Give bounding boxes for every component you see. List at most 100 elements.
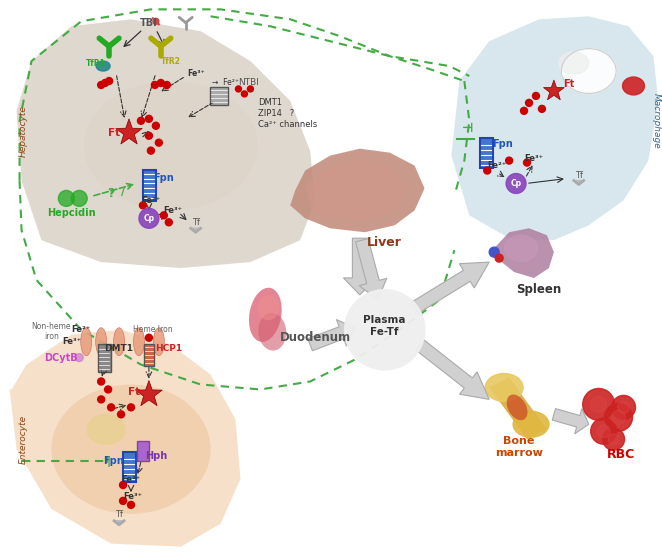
Text: Tf: Tf <box>115 510 123 519</box>
Polygon shape <box>17 19 315 268</box>
FancyArrow shape <box>344 238 376 295</box>
Text: Fpn: Fpn <box>103 456 123 466</box>
Text: ?: ? <box>107 187 115 200</box>
Circle shape <box>139 208 159 228</box>
FancyBboxPatch shape <box>210 87 228 105</box>
Ellipse shape <box>134 328 144 356</box>
Text: Fe³⁺: Fe³⁺ <box>164 206 182 215</box>
Text: Ft: Ft <box>563 79 575 89</box>
Circle shape <box>98 396 105 403</box>
Text: Fpn: Fpn <box>154 172 174 183</box>
Circle shape <box>524 159 530 166</box>
Circle shape <box>140 202 146 209</box>
Circle shape <box>602 428 624 450</box>
Text: Plasma
Fe-Tf: Plasma Fe-Tf <box>363 315 406 337</box>
Circle shape <box>506 157 512 164</box>
Polygon shape <box>489 377 547 439</box>
Text: TfR1: TfR1 <box>86 59 106 68</box>
Text: ⊣: ⊣ <box>461 122 473 136</box>
Circle shape <box>98 82 105 88</box>
Circle shape <box>152 122 160 129</box>
Circle shape <box>128 501 134 508</box>
Circle shape <box>98 378 105 385</box>
Polygon shape <box>544 80 564 100</box>
Text: Tf: Tf <box>575 171 583 180</box>
Circle shape <box>153 18 159 24</box>
Ellipse shape <box>504 234 538 262</box>
Circle shape <box>532 92 540 100</box>
Circle shape <box>156 139 162 146</box>
Ellipse shape <box>513 412 549 437</box>
Circle shape <box>75 353 83 362</box>
Text: DMT1: DMT1 <box>105 344 134 353</box>
Text: TfR2: TfR2 <box>161 57 181 66</box>
Circle shape <box>146 115 152 122</box>
Text: Fe³⁺: Fe³⁺ <box>524 154 544 163</box>
Text: Fe³⁺: Fe³⁺ <box>187 68 205 77</box>
Circle shape <box>158 80 164 86</box>
Text: Fe³⁺: Fe³⁺ <box>124 492 142 501</box>
FancyArrow shape <box>552 409 589 434</box>
Text: →  Fe²⁺: → Fe²⁺ <box>212 78 239 87</box>
Circle shape <box>105 386 112 393</box>
Circle shape <box>166 219 172 226</box>
Text: |: | <box>107 456 111 466</box>
Ellipse shape <box>622 77 644 95</box>
Text: /: / <box>121 188 125 198</box>
Ellipse shape <box>83 81 258 211</box>
Circle shape <box>484 167 491 174</box>
Circle shape <box>138 117 144 124</box>
FancyArrow shape <box>416 339 489 399</box>
Circle shape <box>152 82 158 88</box>
Ellipse shape <box>249 288 282 342</box>
Circle shape <box>108 404 115 411</box>
Ellipse shape <box>96 328 107 356</box>
Circle shape <box>345 290 424 370</box>
Ellipse shape <box>87 414 125 444</box>
Ellipse shape <box>52 385 211 514</box>
Text: DCytB: DCytB <box>44 353 78 363</box>
Text: Ft: Ft <box>128 388 140 398</box>
Polygon shape <box>495 228 554 278</box>
Polygon shape <box>136 380 162 405</box>
Ellipse shape <box>114 328 124 356</box>
FancyBboxPatch shape <box>137 441 149 461</box>
Circle shape <box>597 425 610 438</box>
Circle shape <box>608 434 619 445</box>
Circle shape <box>146 334 152 341</box>
Text: Ft: Ft <box>108 128 120 138</box>
Text: Fe³⁺: Fe³⁺ <box>62 337 81 346</box>
Text: Ca²⁺ channels: Ca²⁺ channels <box>258 120 318 129</box>
Circle shape <box>128 404 134 411</box>
Circle shape <box>118 411 124 418</box>
Polygon shape <box>114 521 124 525</box>
Text: Fpn: Fpn <box>492 139 512 148</box>
Polygon shape <box>451 16 659 240</box>
Circle shape <box>120 482 126 488</box>
Text: NTBI: NTBI <box>238 78 259 87</box>
Ellipse shape <box>485 374 523 402</box>
Circle shape <box>495 254 503 262</box>
FancyArrow shape <box>308 320 355 351</box>
Ellipse shape <box>258 296 279 320</box>
Circle shape <box>520 108 528 114</box>
Circle shape <box>604 403 632 431</box>
FancyBboxPatch shape <box>143 170 156 202</box>
Circle shape <box>148 147 154 154</box>
Ellipse shape <box>561 49 616 94</box>
Polygon shape <box>191 228 201 232</box>
Ellipse shape <box>81 328 92 356</box>
Circle shape <box>146 132 152 139</box>
Circle shape <box>71 190 87 207</box>
Circle shape <box>583 389 614 421</box>
Text: Fe²⁺: Fe²⁺ <box>71 325 91 334</box>
Circle shape <box>506 174 526 193</box>
Circle shape <box>242 91 248 97</box>
Text: Non-heme
iron: Non-heme iron <box>32 322 71 342</box>
Polygon shape <box>305 158 410 220</box>
Text: Hepcidin: Hepcidin <box>47 208 95 218</box>
Ellipse shape <box>258 313 286 351</box>
Text: Duodenum: Duodenum <box>279 331 351 344</box>
Text: Fe²⁺: Fe²⁺ <box>141 196 160 205</box>
Text: Macrophage: Macrophage <box>652 93 661 148</box>
